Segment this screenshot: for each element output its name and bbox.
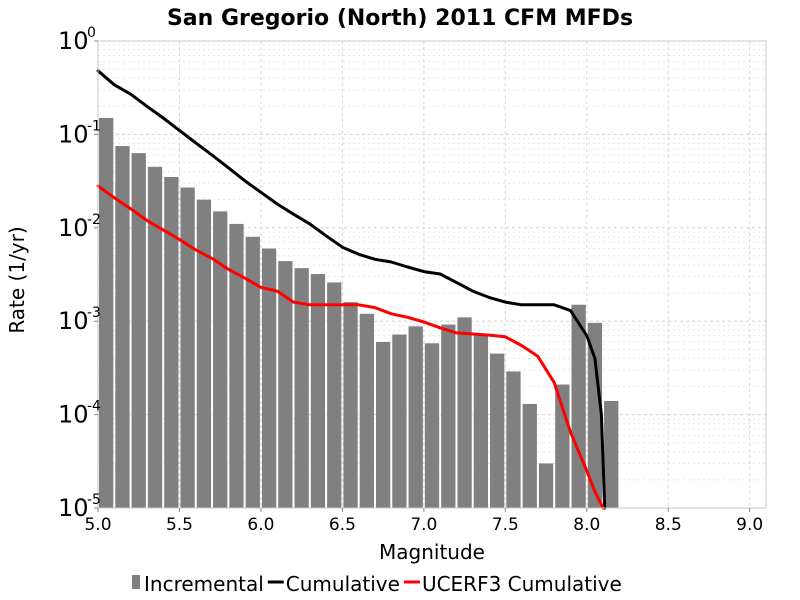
incremental-bar xyxy=(571,304,586,508)
ucerf3-cumulative-line xyxy=(96,184,605,510)
y-tick-label: 10 xyxy=(58,401,89,429)
incremental-bar xyxy=(457,317,472,508)
incremental-bar xyxy=(196,199,212,509)
incremental-bar xyxy=(473,334,489,508)
incremental-bar xyxy=(408,326,423,508)
legend: Incremental Cumulative UCERF3 Cumulative xyxy=(132,572,622,596)
legend-label-cumulative: Cumulative xyxy=(286,572,400,596)
y-tick-exponent: -5 xyxy=(87,492,101,508)
y-tick-exponent: -4 xyxy=(87,399,101,415)
incremental-bar xyxy=(131,153,146,508)
y-tick-label: 10 xyxy=(58,214,89,242)
incremental-bar xyxy=(261,248,277,508)
incremental-bar xyxy=(213,211,228,508)
cumulative-line xyxy=(96,69,607,510)
incremental-bar xyxy=(147,166,163,508)
x-tick-label: 5.0 xyxy=(84,515,111,535)
incremental-bar xyxy=(587,322,603,508)
x-tick-label: 8.5 xyxy=(655,515,682,535)
incremental-bar xyxy=(294,268,309,508)
incremental-bar xyxy=(164,176,179,508)
x-tick-label: 5.5 xyxy=(166,515,193,535)
incremental-bar xyxy=(310,274,326,508)
x-tick-label: 9.0 xyxy=(736,515,763,535)
incremental-bar xyxy=(343,302,358,508)
cumulative-lines xyxy=(96,69,607,510)
y-tick-exponent: -2 xyxy=(87,212,101,228)
legend-label-incremental: Incremental xyxy=(144,572,264,596)
incremental-bar xyxy=(229,223,244,508)
y-tick-label: 10 xyxy=(58,27,89,55)
legend-label-ucerf3-cumulative: UCERF3 Cumulative xyxy=(422,572,622,596)
x-tick-label: 8.0 xyxy=(573,515,600,535)
x-axis-ticks: 5.0 5.5 6.0 6.5 7.0 7.5 8.0 8.5 9.0 xyxy=(84,508,763,535)
incremental-bar xyxy=(180,187,195,508)
x-tick-label: 6.5 xyxy=(329,515,356,535)
incremental-bar xyxy=(278,261,293,508)
incremental-bar xyxy=(604,400,619,508)
incremental-bar xyxy=(441,324,456,508)
legend-swatch-incremental xyxy=(132,575,140,589)
incremental-bar xyxy=(115,146,130,508)
chart-title: San Gregorio (North) 2011 CFM MFDs xyxy=(167,6,633,31)
incremental-bar xyxy=(424,343,440,508)
incremental-bar xyxy=(375,341,391,508)
y-tick-label: 10 xyxy=(58,494,89,522)
incremental-bars xyxy=(99,117,619,509)
x-tick-label: 7.0 xyxy=(410,515,437,535)
incremental-bar xyxy=(506,371,521,508)
incremental-bar xyxy=(392,334,407,508)
x-axis-label: Magnitude xyxy=(379,540,485,564)
incremental-bar xyxy=(327,282,342,508)
incremental-bar xyxy=(522,403,537,508)
x-tick-label: 7.5 xyxy=(492,515,519,535)
incremental-bar xyxy=(359,313,374,508)
incremental-bar xyxy=(538,463,554,508)
y-tick-label: 10 xyxy=(58,307,89,335)
y-tick-exponent: -1 xyxy=(87,118,101,134)
plot-frame xyxy=(97,40,767,509)
y-axis-label: Rate (1/yr) xyxy=(5,226,29,333)
incremental-bar xyxy=(245,236,260,509)
y-tick-label: 10 xyxy=(58,120,89,148)
y-tick-exponent: -3 xyxy=(87,305,101,321)
y-tick-exponent: 0 xyxy=(87,25,96,41)
incremental-bar xyxy=(99,117,114,509)
x-tick-label: 6.0 xyxy=(247,515,274,535)
incremental-bar xyxy=(490,353,505,508)
